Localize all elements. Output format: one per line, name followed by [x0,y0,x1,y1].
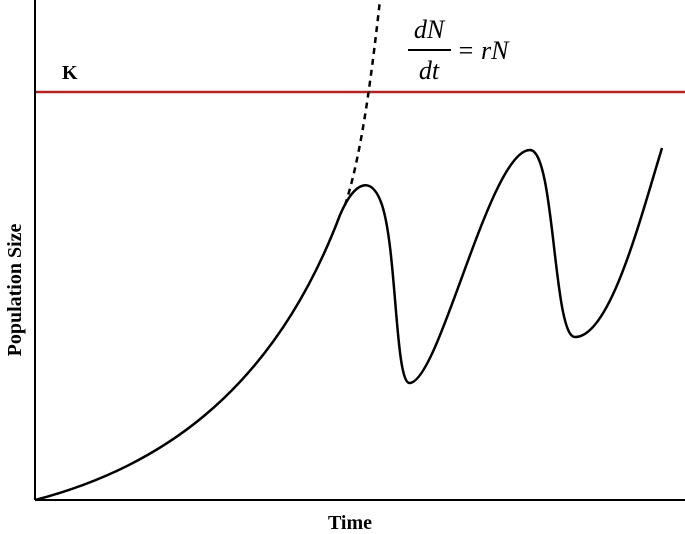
y-axis-label: Population Size [4,223,26,356]
eq-denominator: dt [419,56,440,85]
x-axis-label: Time [328,512,372,534]
population-curve [34,147,664,502]
exponential-curve [343,0,382,206]
k-label: K [62,62,78,84]
eq-rhs: = rN [457,36,510,65]
eq-numerator: dN [414,15,446,44]
